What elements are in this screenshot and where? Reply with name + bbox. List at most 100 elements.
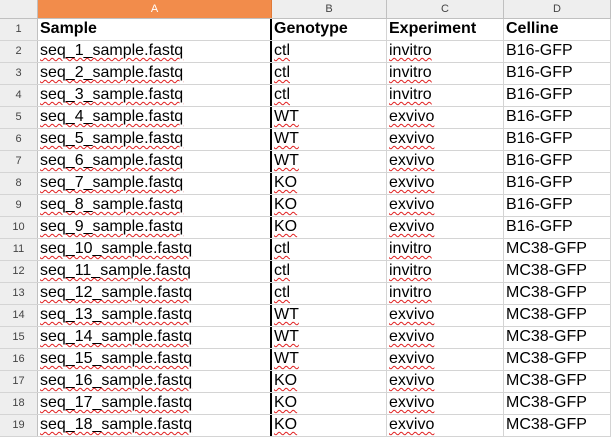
cell-d[interactable]: B16-GFP (504, 41, 611, 62)
cell-a[interactable]: seq_2_sample.fastq (38, 63, 272, 84)
cell-a[interactable]: seq_14_sample.fastq (38, 327, 272, 348)
cell-a[interactable]: seq_15_sample.fastq (38, 349, 272, 370)
cell-d[interactable]: B16-GFP (504, 195, 611, 216)
cell-d[interactable]: MC38-GFP (504, 327, 611, 348)
row-header[interactable]: 10 (0, 217, 38, 238)
cell-c[interactable]: exvivo (387, 195, 504, 216)
cell-b[interactable]: ctl (272, 239, 387, 260)
column-header-d[interactable]: D (504, 0, 611, 18)
row-header[interactable]: 18 (0, 393, 38, 414)
cell-d[interactable]: MC38-GFP (504, 283, 611, 304)
cell-d1[interactable]: Celline (504, 19, 611, 40)
cell-d[interactable]: B16-GFP (504, 129, 611, 150)
cell-b[interactable]: ctl (272, 63, 387, 84)
cell-b[interactable]: WT (272, 129, 387, 150)
row-header[interactable]: 2 (0, 41, 38, 62)
cell-a[interactable]: seq_7_sample.fastq (38, 173, 272, 194)
cell-c[interactable]: exvivo (387, 349, 504, 370)
cell-d[interactable]: MC38-GFP (504, 349, 611, 370)
cell-c[interactable]: exvivo (387, 327, 504, 348)
row-header[interactable]: 3 (0, 63, 38, 84)
cell-a[interactable]: seq_16_sample.fastq (38, 371, 272, 392)
row-header[interactable]: 6 (0, 129, 38, 150)
cell-c[interactable]: exvivo (387, 217, 504, 238)
cell-d[interactable]: B16-GFP (504, 107, 611, 128)
cell-b[interactable]: WT (272, 305, 387, 326)
cell-c[interactable]: exvivo (387, 415, 504, 436)
cell-b[interactable]: ctl (272, 41, 387, 62)
cell-c[interactable]: invitro (387, 283, 504, 304)
cell-d[interactable]: B16-GFP (504, 151, 611, 172)
cell-a[interactable]: seq_9_sample.fastq (38, 217, 272, 238)
row-header[interactable]: 19 (0, 415, 38, 436)
cell-b[interactable]: KO (272, 195, 387, 216)
cell-d[interactable]: B16-GFP (504, 63, 611, 84)
cell-b[interactable]: WT (272, 349, 387, 370)
cell-d[interactable]: MC38-GFP (504, 393, 611, 414)
row-header[interactable]: 4 (0, 85, 38, 106)
cell-d[interactable]: B16-GFP (504, 173, 611, 194)
cell-d[interactable]: B16-GFP (504, 217, 611, 238)
cell-b[interactable]: KO (272, 173, 387, 194)
cell-a[interactable]: seq_6_sample.fastq (38, 151, 272, 172)
row-header[interactable]: 13 (0, 283, 38, 304)
cell-c[interactable]: invitro (387, 239, 504, 260)
cell-a[interactable]: seq_10_sample.fastq (38, 239, 272, 260)
row-header[interactable]: 17 (0, 371, 38, 392)
cell-c[interactable]: invitro (387, 261, 504, 282)
cell-b1[interactable]: Genotype (272, 19, 387, 40)
cell-c[interactable]: exvivo (387, 151, 504, 172)
cell-d[interactable]: MC38-GFP (504, 305, 611, 326)
cell-a1[interactable]: Sample (38, 19, 272, 40)
cell-c[interactable]: exvivo (387, 107, 504, 128)
column-header-b[interactable]: B (272, 0, 387, 18)
cell-c[interactable]: exvivo (387, 393, 504, 414)
cell-b[interactable]: WT (272, 151, 387, 172)
row-header[interactable]: 15 (0, 327, 38, 348)
cell-c[interactable]: exvivo (387, 371, 504, 392)
cell-a[interactable]: seq_8_sample.fastq (38, 195, 272, 216)
cell-d[interactable]: MC38-GFP (504, 239, 611, 260)
cell-b[interactable]: ctl (272, 85, 387, 106)
cell-c[interactable]: exvivo (387, 173, 504, 194)
cell-c[interactable]: exvivo (387, 305, 504, 326)
cell-a[interactable]: seq_13_sample.fastq (38, 305, 272, 326)
row-header[interactable]: 12 (0, 261, 38, 282)
cell-a[interactable]: seq_12_sample.fastq (38, 283, 272, 304)
row-header[interactable]: 11 (0, 239, 38, 260)
cell-a[interactable]: seq_3_sample.fastq (38, 85, 272, 106)
cell-b[interactable]: KO (272, 371, 387, 392)
cell-a[interactable]: seq_18_sample.fastq (38, 415, 272, 436)
cell-a[interactable]: seq_1_sample.fastq (38, 41, 272, 62)
cell-d[interactable]: MC38-GFP (504, 415, 611, 436)
row-header[interactable]: 7 (0, 151, 38, 172)
cell-b[interactable]: KO (272, 217, 387, 238)
cell-d[interactable]: MC38-GFP (504, 261, 611, 282)
cell-c1[interactable]: Experiment (387, 19, 504, 40)
cell-b[interactable]: KO (272, 415, 387, 436)
cell-b[interactable]: ctl (272, 261, 387, 282)
cell-b[interactable]: WT (272, 107, 387, 128)
row-header[interactable]: 16 (0, 349, 38, 370)
cell-b[interactable]: ctl (272, 283, 387, 304)
row-header[interactable]: 8 (0, 173, 38, 194)
cell-d[interactable]: B16-GFP (504, 85, 611, 106)
cell-c[interactable]: invitro (387, 41, 504, 62)
row-header[interactable]: 9 (0, 195, 38, 216)
select-all-corner[interactable] (0, 0, 38, 18)
row-header[interactable]: 1 (0, 19, 38, 40)
cell-b[interactable]: KO (272, 393, 387, 414)
cell-c[interactable]: invitro (387, 63, 504, 84)
cell-c[interactable]: invitro (387, 85, 504, 106)
cell-a[interactable]: seq_11_sample.fastq (38, 261, 272, 282)
cell-a[interactable]: seq_5_sample.fastq (38, 129, 272, 150)
cell-b[interactable]: WT (272, 327, 387, 348)
cell-d[interactable]: MC38-GFP (504, 371, 611, 392)
column-header-c[interactable]: C (387, 0, 504, 18)
row-header[interactable]: 14 (0, 305, 38, 326)
row-header[interactable]: 5 (0, 107, 38, 128)
cell-a[interactable]: seq_4_sample.fastq (38, 107, 272, 128)
cell-a[interactable]: seq_17_sample.fastq (38, 393, 272, 414)
cell-c[interactable]: exvivo (387, 129, 504, 150)
column-header-a[interactable]: A (38, 0, 272, 18)
